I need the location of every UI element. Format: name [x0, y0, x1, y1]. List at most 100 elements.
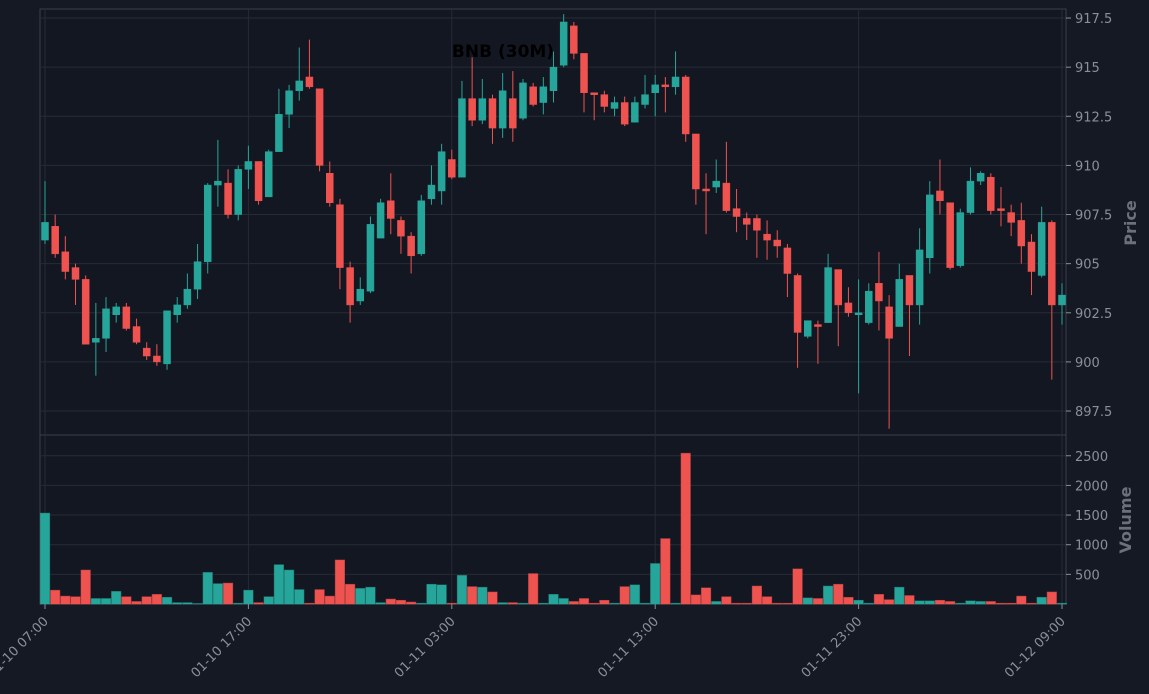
volume-bar	[884, 599, 895, 605]
volume-bar	[924, 600, 935, 605]
y-tick-label: 907.5	[1075, 209, 1112, 224]
volume-bar	[548, 594, 559, 605]
volume-bar	[894, 586, 905, 605]
candle-body	[1037, 222, 1046, 276]
volume-bar	[1036, 596, 1047, 605]
candle-body	[702, 188, 710, 192]
volume-bar	[273, 564, 284, 605]
y-tick-label: 902.5	[1075, 307, 1112, 322]
candle-body	[81, 279, 90, 345]
price-axis-label: Price	[1121, 200, 1140, 246]
volume-bar	[589, 602, 600, 605]
volume-bar	[599, 599, 610, 605]
candle-body	[193, 261, 202, 290]
volume-bar	[568, 601, 579, 605]
volume-bar	[161, 596, 173, 605]
candle-body	[203, 184, 212, 262]
volume-bar	[1006, 602, 1017, 605]
volume-bar	[100, 598, 112, 605]
candle-body	[244, 161, 253, 170]
candle-body	[509, 98, 517, 129]
volume-bar	[355, 588, 366, 605]
y-tick-label: 897.5	[1075, 405, 1112, 420]
candle-body	[397, 220, 405, 237]
candle-body	[285, 90, 293, 115]
candle-body	[956, 212, 965, 266]
candle-body	[92, 338, 100, 343]
volume-bar	[863, 602, 874, 605]
volume-bar	[680, 452, 691, 605]
volume-bar	[334, 559, 346, 605]
candle-body	[407, 235, 415, 257]
volume-bar	[436, 584, 447, 605]
volume-bar	[426, 583, 437, 605]
volume-bar	[711, 601, 722, 605]
candle-body	[997, 208, 1005, 211]
volume-bar	[823, 585, 834, 605]
candle-body	[315, 88, 324, 166]
candle-body	[814, 324, 822, 327]
candle-body	[41, 222, 49, 241]
volume-bar	[50, 589, 61, 605]
candle-body	[498, 90, 507, 129]
candle-body	[275, 114, 283, 152]
candle-body	[234, 169, 242, 215]
volume-bar	[314, 589, 325, 605]
volume-bar	[639, 602, 651, 605]
volume-bar	[182, 602, 193, 605]
candle-body	[580, 53, 588, 93]
volume-bar	[202, 572, 213, 605]
candle-body	[376, 202, 385, 239]
volume-bar	[650, 563, 661, 605]
candle-body	[641, 94, 649, 105]
volume-bar	[497, 602, 508, 605]
candle-body	[600, 94, 609, 107]
volume-bar	[233, 602, 244, 605]
candle-body	[875, 283, 883, 302]
candle-body	[549, 66, 558, 91]
candle-body	[844, 302, 853, 314]
candle-body	[214, 180, 222, 186]
candle-body	[356, 288, 365, 302]
candle-body	[559, 21, 568, 66]
candle-body	[915, 249, 924, 306]
candle-body	[51, 226, 59, 255]
candle-body	[132, 326, 141, 343]
candle-body	[1007, 212, 1015, 223]
candle-body	[1048, 222, 1056, 306]
volume-bar	[365, 586, 376, 605]
volume-bar	[812, 598, 824, 605]
y-tick-label: 900	[1075, 356, 1100, 371]
candle-body	[254, 161, 263, 202]
volume-bar	[660, 538, 671, 605]
candle-body	[631, 102, 639, 123]
volume-bar	[975, 601, 986, 605]
candle-body	[458, 98, 466, 178]
volume-bar	[904, 595, 915, 605]
volume-bar	[517, 602, 529, 605]
volume-bar	[222, 582, 234, 605]
volume-bar	[345, 583, 356, 605]
candle-body	[468, 98, 476, 121]
candle-body	[692, 133, 700, 190]
volume-bar	[731, 602, 742, 605]
candle-body	[478, 98, 487, 121]
volume-bar	[375, 602, 386, 605]
candle-body	[437, 151, 446, 192]
volume-tick-label: 2500	[1075, 450, 1108, 465]
candle-body	[102, 308, 110, 339]
volume-bar	[121, 596, 132, 605]
volume-bar	[507, 602, 518, 605]
candle-body	[793, 275, 802, 333]
candle-body	[671, 76, 680, 88]
volume-bar	[558, 598, 569, 605]
candle-body	[224, 182, 232, 215]
volume-bar	[721, 596, 732, 605]
candle-body	[722, 182, 731, 211]
candle-body	[661, 84, 670, 88]
candle-body	[681, 76, 690, 135]
volume-bar	[792, 568, 803, 605]
candle-body	[651, 84, 659, 93]
volume-bar	[873, 594, 885, 605]
candle-body	[173, 304, 181, 315]
